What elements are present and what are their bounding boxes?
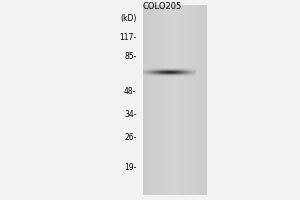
Text: COLO205: COLO205 (142, 2, 182, 11)
Text: 48-: 48- (124, 87, 136, 96)
Text: 34-: 34- (124, 110, 136, 119)
Text: 85-: 85- (124, 52, 136, 61)
Text: 117-: 117- (119, 33, 136, 43)
Text: 19-: 19- (124, 162, 136, 171)
Text: (kD): (kD) (120, 14, 136, 22)
Text: 26-: 26- (124, 133, 136, 142)
